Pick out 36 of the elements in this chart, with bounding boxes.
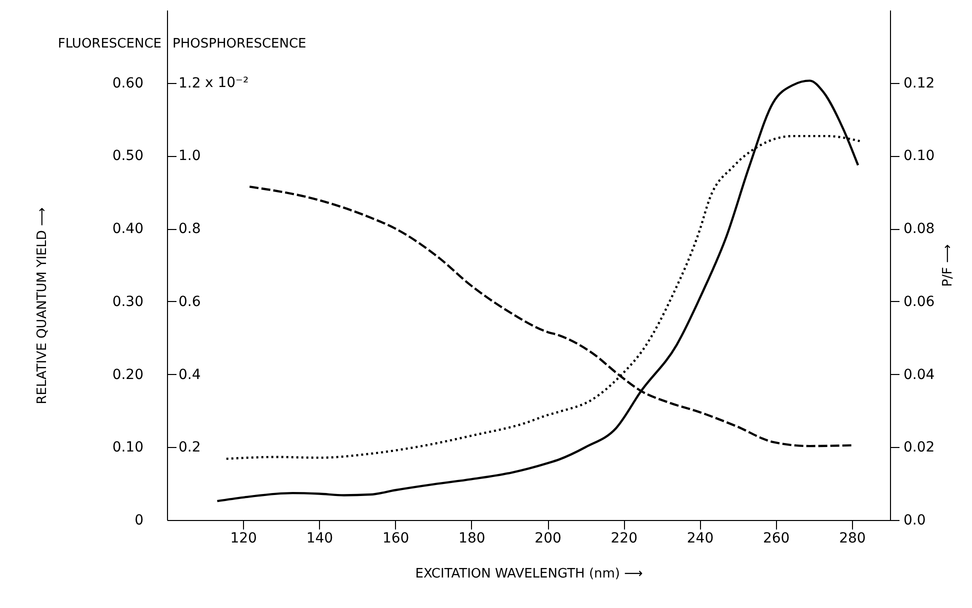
y3-tick-label: 0.2 [178,440,201,456]
line-series [248,186,854,448]
y2-axis-title: P/F ⟶ [940,244,956,287]
x-tick-label: 220 [610,530,638,546]
y2-tick-label: 0.08 [904,221,935,238]
x-tick-label: 160 [382,530,410,546]
x-tick-label: 200 [534,530,562,546]
y2-tick-label: 0.02 [904,440,935,456]
y-tick-label: 0.50 [112,148,144,164]
x-tick-label: 120 [230,530,257,546]
y-tick-label: 0.60 [112,75,144,92]
y-tick-label: 0.40 [112,221,144,238]
y2-tick-label: 0.12 [904,75,935,92]
y2-tick-label: 0.06 [904,294,935,310]
y2-tick-label: 0.10 [904,148,935,164]
x-tick-label: 140 [306,530,334,546]
x-tick-label: 260 [762,530,790,546]
x-axis-title: EXCITATION WAVELENGTH (nm) ⟶ [415,566,643,582]
y-tick-label: 0.20 [112,366,144,383]
x-tick-label: 280 [839,530,866,546]
y3-tick-label: 1.2 [178,75,201,92]
y3-tick-label: 0.4 [178,366,201,383]
text: RELATIVE QUANTUM YIELD ⟶ [35,207,50,404]
y3-axis-title: PHOSPHORESCENCE [172,36,306,52]
y-tick-label: 0.30 [112,294,144,310]
annotation: x 10⁻² [205,74,249,91]
y-axis-title: FLUORESCENCE [58,36,162,52]
y3-tick-label: 0.8 [178,221,201,238]
y2-tick-label: 0.0 [904,512,926,528]
y3-tick-label: 0.6 [178,294,201,310]
x-tick-label: 180 [458,530,486,546]
y3-tick-label: 1.0 [178,148,201,164]
y-tick-label: 0 [134,512,144,528]
x-tick-label: 240 [686,530,714,546]
y2-tick-label: 0.04 [904,366,935,383]
y-tick-label: 0.10 [112,440,144,456]
